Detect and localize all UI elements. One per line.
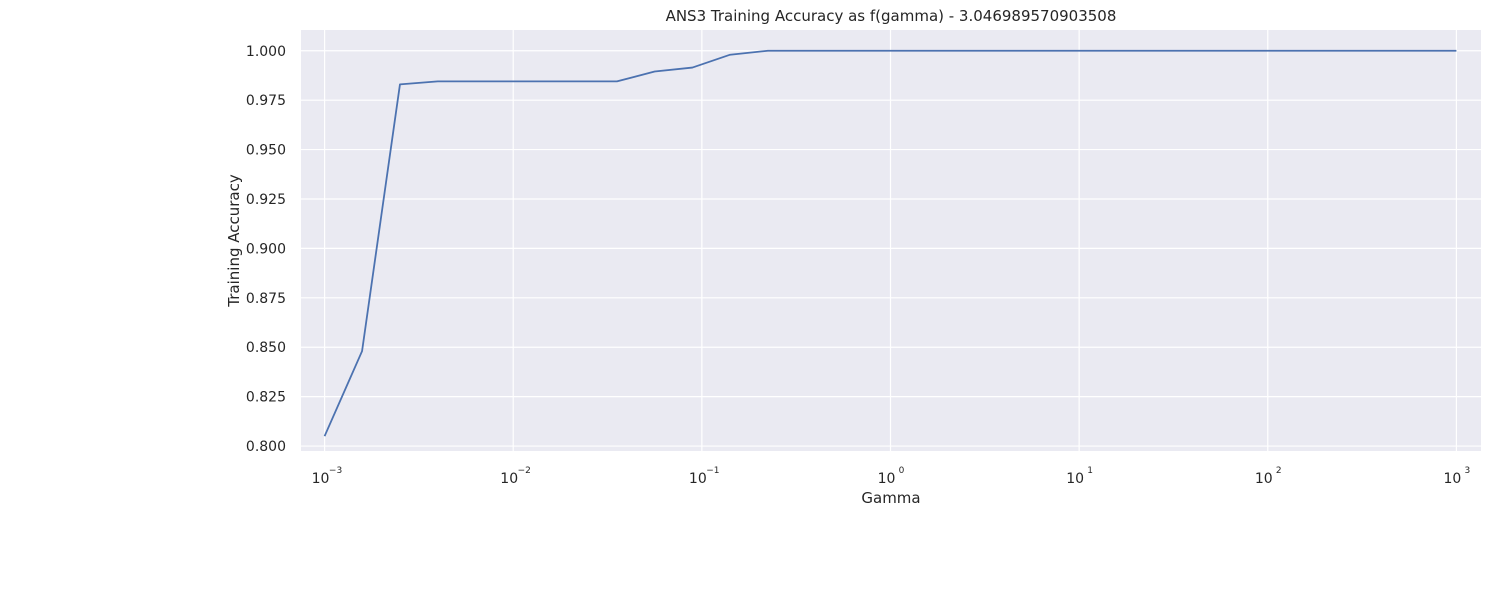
y-tick-label: 0.850 (246, 340, 286, 356)
y-tick-label: 0.950 (246, 143, 286, 159)
series-line (323, 49, 1457, 437)
x-tick-label: 10 (689, 471, 707, 487)
grid (301, 30, 1481, 451)
x-tick-label: 10 (1066, 471, 1084, 487)
y-tick-label: 0.825 (246, 390, 286, 406)
x-tick-label: 10 (312, 471, 330, 487)
y-tick-label: 1.000 (246, 44, 286, 60)
x-tick-exponent: −3 (329, 466, 342, 476)
x-tick-exponent: −1 (706, 466, 719, 476)
y-tick-label: 0.875 (246, 291, 286, 307)
y-tick-label: 0.925 (246, 192, 286, 208)
y-tick-label: 0.900 (246, 241, 286, 257)
y-axis-ticks: 0.800 0.825 0.850 0.875 0.900 0.925 0.950 0.975… (246, 44, 286, 455)
chart-title: ANS3 Training Accuracy as f(gamma) - 3.0… (666, 7, 1117, 25)
x-axis-label: Gamma (861, 489, 920, 507)
x-tick-exponent: 3 (1465, 466, 1471, 476)
x-tick-exponent: 2 (1276, 466, 1282, 476)
y-axis-label: Training Accuracy (225, 174, 243, 308)
x-axis-ticks: 10 −3 10 −2 10 −1 10 0 10 1 10 2 10 3 (312, 466, 1471, 487)
y-tick-label: 0.975 (246, 93, 286, 109)
x-tick-exponent: 1 (1087, 466, 1093, 476)
x-tick-label: 10 (500, 471, 518, 487)
x-tick-label: 10 (1255, 471, 1273, 487)
x-tick-exponent: 0 (899, 466, 905, 476)
x-tick-exponent: −2 (518, 466, 531, 476)
x-tick-label: 10 (878, 471, 896, 487)
y-tick-label: 0.800 (246, 439, 286, 455)
x-tick-label: 10 (1443, 471, 1461, 487)
